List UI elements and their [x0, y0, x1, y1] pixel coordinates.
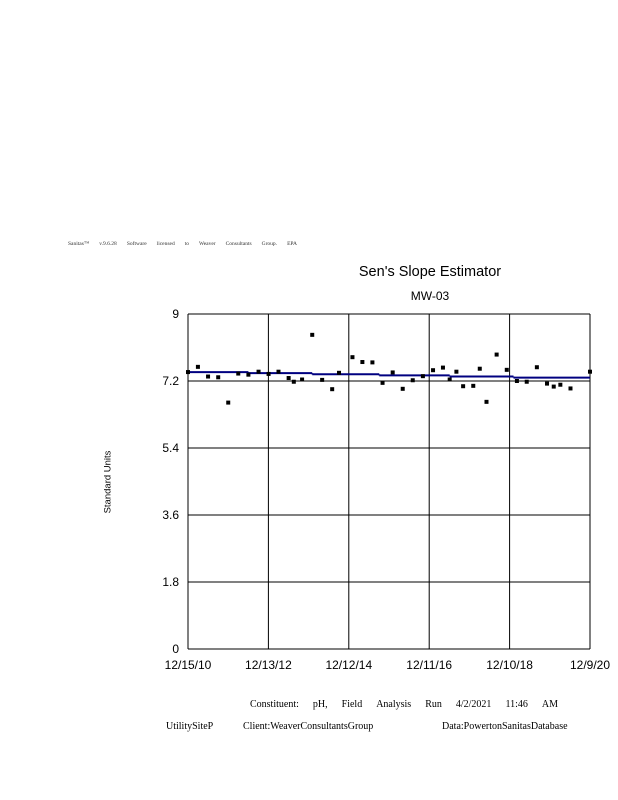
data-point — [276, 369, 281, 374]
data-point — [568, 386, 573, 391]
y-tick-label: 7.2 — [162, 374, 179, 388]
data-point — [195, 364, 200, 369]
data-point — [266, 371, 271, 376]
grid-lines — [187, 313, 591, 650]
data-point — [454, 369, 459, 374]
data-point — [588, 369, 592, 374]
x-tick-label: 12/12/14 — [325, 658, 372, 672]
data-point — [246, 372, 251, 377]
data-point — [337, 370, 342, 375]
data-point — [440, 365, 445, 370]
data-point — [447, 377, 452, 382]
data-point — [291, 379, 296, 384]
data-point — [286, 376, 291, 381]
trend-line — [188, 371, 590, 379]
data-point — [380, 380, 385, 385]
data-point — [300, 377, 305, 382]
footer-facility: UtilitySiteP — [166, 721, 214, 732]
footer-word: pH, — [312, 699, 328, 710]
footer-data: Data:PowertonSanitasDatabase — [442, 721, 568, 732]
data-point — [484, 399, 489, 404]
x-tick-labels: 12/15/10 12/13/12 12/12/14 12/11/16 12/10/18… — [165, 658, 611, 672]
license-word: licensed — [156, 241, 175, 247]
y-tick-label: 3.6 — [162, 508, 179, 522]
data-point — [514, 379, 519, 383]
footer-word: Field — [341, 699, 363, 710]
data-point — [236, 371, 241, 376]
chart-title: Sen's Slope Estimator — [358, 264, 502, 280]
license-word: EPA — [287, 241, 297, 247]
data-point — [494, 352, 499, 357]
x-tick-label: 12/13/12 — [245, 658, 292, 672]
data-point — [400, 386, 405, 391]
data-points — [186, 332, 592, 405]
data-point — [420, 374, 425, 379]
x-tick-label: 12/15/10 — [165, 658, 212, 672]
data-point — [558, 382, 563, 387]
data-point — [431, 368, 436, 373]
data-point — [390, 370, 395, 375]
license-text: Sanitas™ v.9.6.28 Software licensed to Weaver… — [68, 241, 318, 247]
data-point — [186, 370, 190, 375]
footer-word: Run — [425, 699, 442, 710]
footer-word: Constituent: — [250, 699, 299, 710]
x-tick-label: 12/10/18 — [486, 658, 533, 672]
chart-subtitle: MW-03 — [410, 289, 450, 303]
license-word: Software — [126, 241, 147, 247]
y-tick-label: 1.8 — [162, 575, 179, 589]
data-point — [410, 378, 415, 383]
data-point — [360, 360, 365, 365]
data-point — [350, 355, 355, 360]
data-point — [206, 374, 211, 379]
data-point — [551, 384, 556, 389]
x-tick-label: 12/9/20 — [570, 658, 610, 672]
data-point — [320, 377, 325, 382]
data-point — [226, 400, 231, 405]
x-tick-label: 12/11/16 — [406, 658, 452, 672]
license-word: Sanitas™ — [68, 241, 90, 247]
data-point — [256, 369, 261, 374]
license-word: Weaver — [198, 241, 216, 247]
y-tick-label: 5.4 — [162, 441, 179, 455]
data-point — [524, 379, 529, 384]
y-tick-label: 9 — [172, 307, 179, 321]
y-tick-labels: 9 7.2 5.4 3.6 1.8 0 — [162, 307, 179, 656]
footer-client: Client:WeaverConsultantsGroup — [243, 721, 374, 732]
data-point — [461, 384, 466, 389]
footer-constituent: Constituent: pH, Field Analysis Run 4/2/2021 1… — [250, 699, 572, 710]
license-word: to — [184, 241, 189, 247]
data-point — [504, 367, 509, 372]
license-word: Consultants — [225, 241, 252, 247]
data-point — [370, 360, 375, 365]
y-tick-label: 0 — [172, 642, 179, 656]
license-word: Group. — [261, 241, 278, 247]
footer-word: 4/2/2021 — [455, 699, 492, 710]
footer-word: 11:46 — [505, 699, 528, 710]
data-point — [545, 381, 550, 386]
data-point — [477, 366, 482, 371]
data-point — [330, 387, 335, 392]
data-point — [534, 365, 539, 370]
footer-word: AM — [541, 699, 558, 710]
data-point — [471, 383, 476, 388]
data-point — [310, 332, 315, 337]
footer-word: Analysis — [376, 699, 412, 710]
license-word: v.9.6.28 — [99, 241, 117, 247]
data-point — [216, 375, 221, 380]
